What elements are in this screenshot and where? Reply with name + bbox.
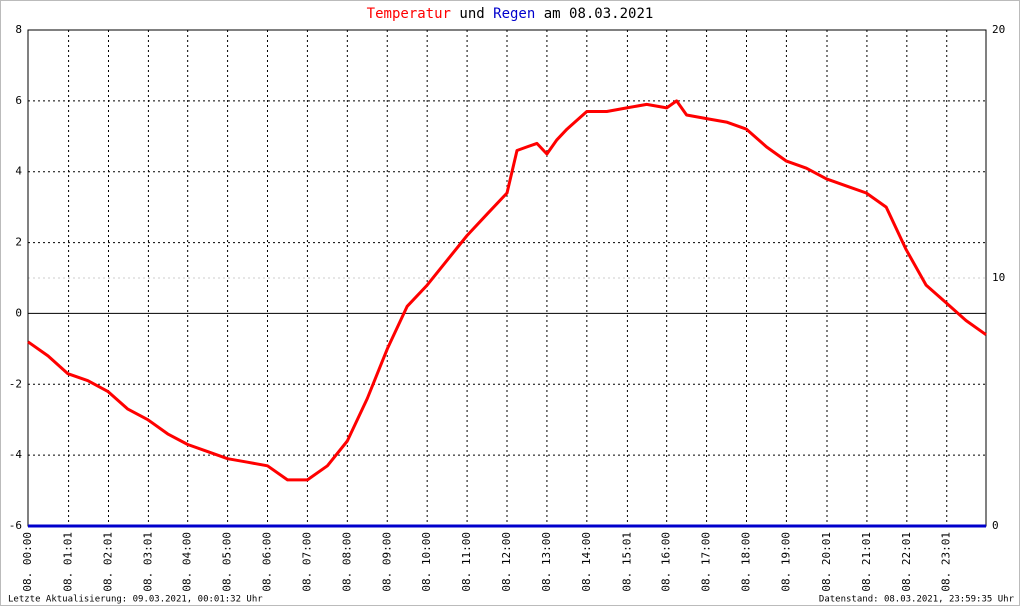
data-note: Datenstand: 08.03.2021, 23:59:35 Uhr [819, 595, 1015, 605]
y-tick-label: 6 [15, 94, 22, 107]
x-tick-label: 08. 08:00 [340, 532, 353, 592]
title-series-1: Temperatur [367, 6, 451, 22]
x-tick-label: 08. 14:00 [580, 532, 593, 592]
x-tick-label: 08. 09:00 [380, 532, 393, 592]
y-tick-label: -6 [9, 519, 22, 532]
x-tick-label: 08. 00:00 [21, 532, 34, 592]
x-tick-label: 08. 11:00 [460, 532, 473, 592]
x-tick-label: 08. 02:01 [101, 532, 114, 592]
y2-tick-label: 20 [992, 23, 1005, 36]
y2-tick-label: 10 [992, 271, 1005, 284]
x-tick-label: 08. 01:01 [62, 532, 75, 592]
x-tick-label: 08. 19:00 [779, 532, 792, 592]
x-tick-label: 08. 12:00 [500, 532, 513, 592]
x-tick-label: 08. 03:01 [141, 532, 154, 592]
y-tick-label: 2 [15, 236, 22, 249]
x-tick-label: 08. 18:00 [740, 532, 753, 592]
x-tick-label: 08. 21:01 [860, 532, 873, 592]
title-suffix: am 08.03.2021 [544, 6, 654, 22]
x-tick-label: 08. 17:00 [700, 532, 713, 592]
x-tick-label: 08. 05:00 [221, 532, 234, 592]
x-tick-label: 08. 22:01 [900, 532, 913, 592]
x-tick-label: 08. 13:00 [540, 532, 553, 592]
x-tick-label: 08. 23:01 [940, 532, 953, 592]
x-tick-label: 08. 16:00 [660, 532, 673, 592]
title-joiner: und [459, 6, 484, 22]
x-tick-label: 08. 15:01 [620, 532, 633, 592]
x-tick-label: 08. 07:00 [300, 532, 313, 592]
y-tick-label: -2 [9, 377, 22, 390]
x-tick-label: 08. 06:00 [261, 532, 274, 592]
y-tick-label: 0 [15, 306, 22, 319]
title-series-2: Regen [493, 6, 535, 22]
chart-title: Temperatur und Regen am 08.03.2021 [367, 6, 654, 22]
series-line [27, 99, 987, 482]
y-tick-label: 4 [15, 165, 22, 178]
x-tick-label: 08. 20:01 [820, 532, 833, 592]
y2-tick-label: 0 [992, 519, 999, 532]
x-tick-label: 08. 04:00 [181, 532, 194, 592]
y-tick-label: -4 [9, 448, 23, 461]
update-note: Letzte Aktualisierung: 09.03.2021, 00:01… [8, 595, 263, 605]
y-tick-label: 8 [15, 23, 22, 36]
x-tick-label: 08. 10:00 [420, 532, 433, 592]
